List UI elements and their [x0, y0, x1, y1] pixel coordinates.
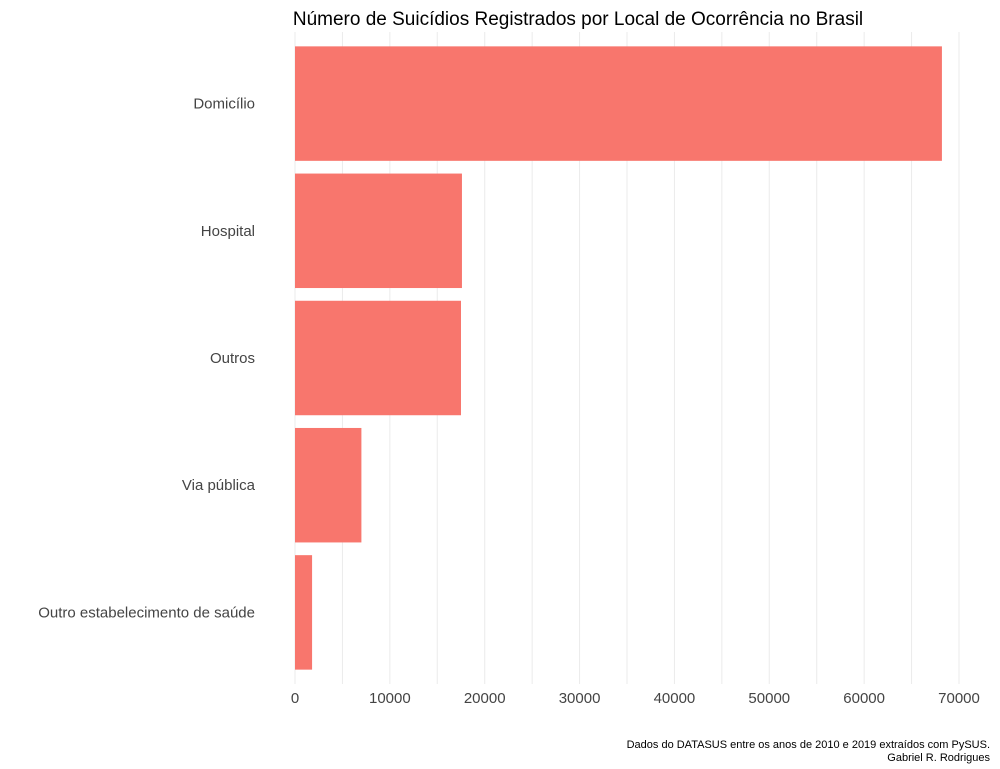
category-label: Via pública [182, 477, 256, 494]
x-tick-label: 10000 [369, 690, 411, 707]
caption-author: Gabriel R. Rodrigues [887, 752, 990, 764]
bar [295, 300, 461, 416]
bar [295, 555, 313, 670]
x-tick-label: 0 [291, 690, 299, 707]
x-tick-label: 50000 [748, 690, 790, 707]
bar [295, 46, 942, 161]
category-label: Domicílio [193, 96, 255, 113]
caption-source: Dados do DATASUS entre os anos de 2010 e… [627, 739, 990, 751]
bar [295, 427, 362, 543]
x-tick-label: 60000 [843, 690, 885, 707]
x-tick-label: 30000 [559, 690, 601, 707]
x-tick-label: 70000 [938, 690, 980, 707]
category-labels: Domicílio Hospital Outros Via pública Outro … [38, 96, 255, 622]
x-tick-label: 40000 [654, 690, 696, 707]
category-label: Outros [210, 350, 255, 367]
x-tick-label: 20000 [464, 690, 506, 707]
chart-title: Número de Suicídios Registrados por Loca… [293, 9, 863, 30]
category-label: Outro estabelecimento de saúde [38, 604, 255, 621]
category-label: Hospital [201, 223, 255, 240]
bar [295, 173, 462, 289]
x-axis-tick-labels: 0 10000 20000 30000 40000 50000 60000 70000 [291, 690, 980, 707]
bars [295, 46, 942, 670]
